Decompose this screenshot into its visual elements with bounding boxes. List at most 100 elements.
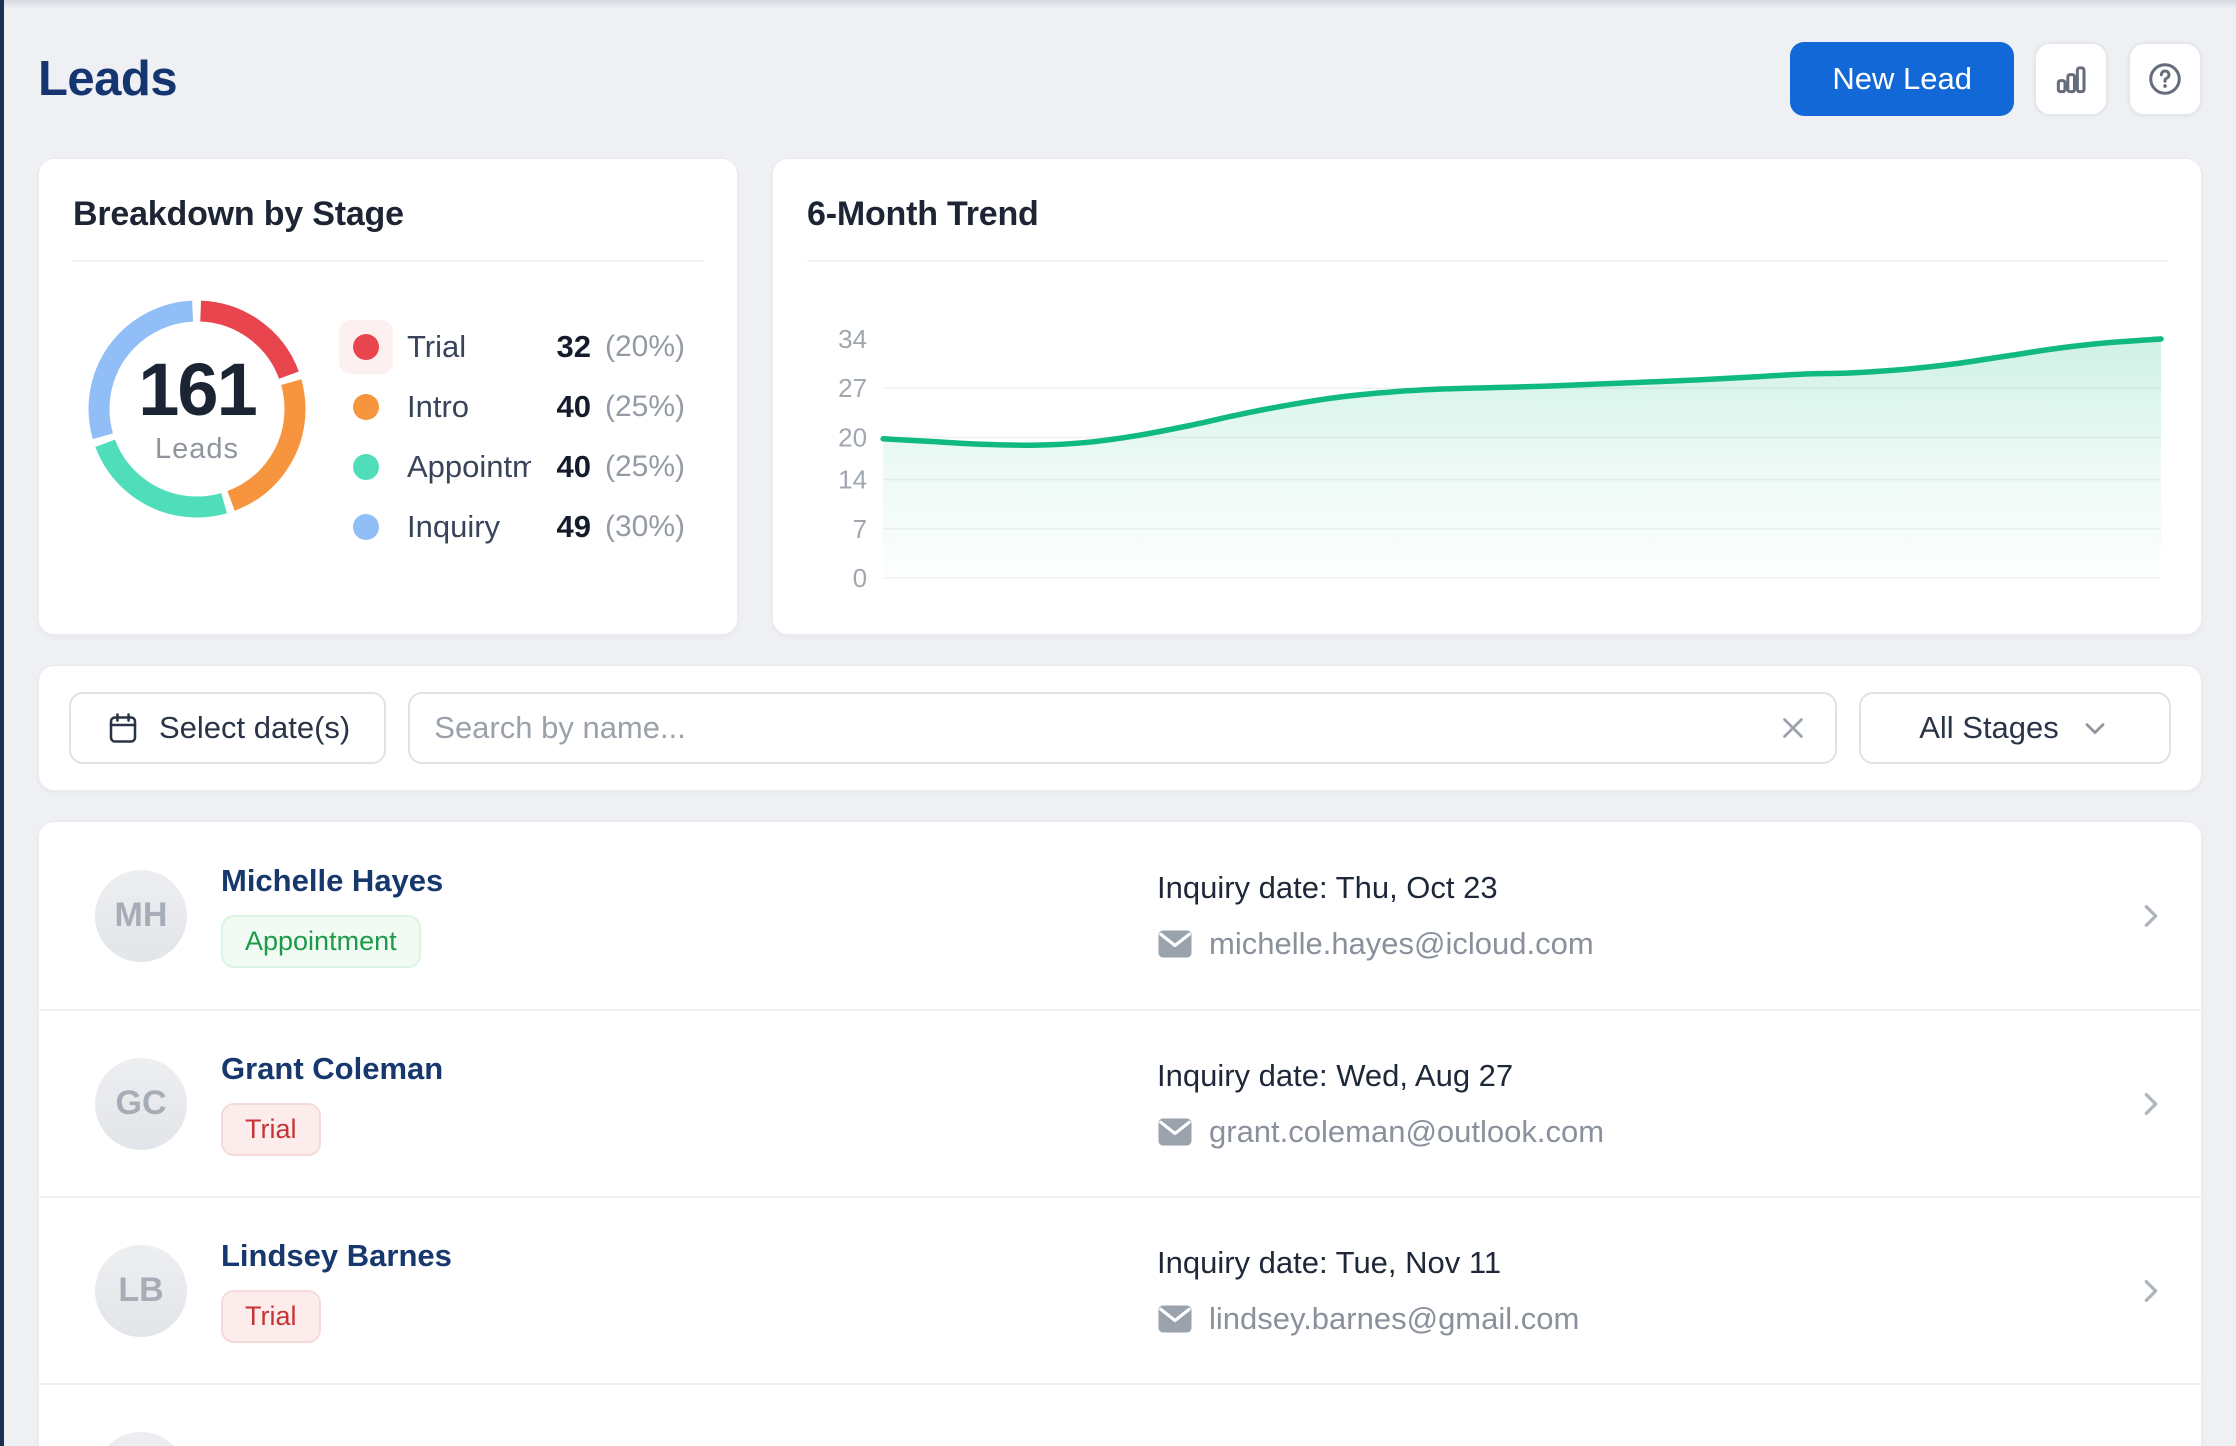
envelope-icon	[1157, 1304, 1193, 1334]
legend-swatch	[353, 394, 379, 420]
legend-item[interactable]: Inquiry 49 (30%)	[339, 497, 709, 557]
lead-meta: Inquiry date: Tue, Nov 11 lindsey.barnes…	[1157, 1245, 2117, 1337]
donut-center: 161 Leads	[77, 289, 317, 529]
y-tick-label: 27	[838, 373, 867, 403]
chevron-right-icon[interactable]	[2117, 1083, 2165, 1125]
new-lead-button[interactable]: New Lead	[1790, 42, 2014, 116]
leads-page: Leads New Lead	[0, 0, 2236, 1446]
trend-title: 6-Month Trend	[807, 195, 2167, 234]
y-tick-label: 20	[838, 422, 867, 452]
filter-bar: Select date(s) All Stages	[38, 665, 2202, 791]
lead-main: Lindsey Barnes Trial	[221, 1238, 1157, 1343]
leads-list: MH Michelle Hayes Appointment Inquiry da…	[38, 821, 2202, 1446]
breakdown-legend: Trial 32 (20%) Intro 40 (25%) Appointme.…	[339, 317, 709, 557]
legend-label: Appointme...	[407, 449, 531, 485]
avatar-initials: MH	[115, 896, 168, 935]
legend-count: 40	[531, 449, 591, 485]
chevron-right-icon[interactable]	[2117, 895, 2165, 937]
avatar-initials: LB	[118, 1271, 163, 1310]
lead-email: grant.coleman@outlook.com	[1209, 1114, 1604, 1150]
legend-swatch	[353, 334, 379, 360]
avatar: MP	[95, 1432, 187, 1446]
lead-name[interactable]: Lindsey Barnes	[221, 1238, 1157, 1274]
legend-label: Intro	[407, 389, 531, 425]
clear-search-button[interactable]	[1769, 704, 1817, 752]
lead-row[interactable]: GC Grant Coleman Trial Inquiry date: Wed…	[39, 1009, 2201, 1196]
y-tick-label: 7	[853, 514, 867, 544]
donut-total-label: Leads	[155, 433, 239, 466]
legend-count: 40	[531, 389, 591, 425]
legend-swatch	[353, 514, 379, 540]
legend-count: 32	[531, 329, 591, 365]
header-actions: New Lead	[1790, 42, 2202, 116]
legend-swatch-wrap	[339, 500, 393, 554]
summary-cards: Breakdown by Stage 161 Leads Trial 32 (2…	[38, 158, 2202, 635]
close-icon	[1776, 711, 1810, 745]
stage-badge: Appointment	[221, 915, 421, 968]
chart-view-button[interactable]	[2034, 42, 2108, 116]
lead-name[interactable]: Grant Coleman	[221, 1051, 1157, 1087]
help-button[interactable]	[2128, 42, 2202, 116]
legend-percent: (30%)	[605, 510, 709, 544]
lead-meta: Inquiry date: Wed, Aug 27 grant.coleman@…	[1157, 1058, 2117, 1150]
divider	[73, 260, 703, 262]
legend-label: Inquiry	[407, 509, 531, 545]
envelope-icon	[1157, 929, 1193, 959]
lead-email: michelle.hayes@icloud.com	[1209, 926, 1594, 962]
donut-total: 161	[138, 353, 255, 427]
lead-main: Grant Coleman Trial	[221, 1051, 1157, 1156]
stage-badge: Trial	[221, 1290, 321, 1343]
select-dates-label: Select date(s)	[159, 710, 350, 746]
email-row: grant.coleman@outlook.com	[1157, 1114, 2117, 1150]
search-box	[408, 692, 1837, 764]
divider	[807, 260, 2167, 262]
chevron-right-icon[interactable]	[2117, 1270, 2165, 1312]
trend-card-head: 6-Month Trend	[773, 159, 2201, 262]
lead-row[interactable]: MP Marcus Perry Inquiry date: Sun, Dec 0…	[39, 1383, 2201, 1446]
y-tick-label: 34	[838, 324, 867, 354]
lead-row[interactable]: MH Michelle Hayes Appointment Inquiry da…	[39, 822, 2201, 1009]
page-header: Leads New Lead	[38, 0, 2202, 116]
stage-badge: Trial	[221, 1103, 321, 1156]
breakdown-title: Breakdown by Stage	[73, 195, 703, 234]
trend-area-fill	[883, 339, 2161, 578]
inquiry-date: Inquiry date: Wed, Aug 27	[1157, 1058, 2117, 1094]
lead-name[interactable]: Michelle Hayes	[221, 863, 1157, 899]
breakdown-card-head: Breakdown by Stage	[39, 159, 737, 262]
lead-email: lindsey.barnes@gmail.com	[1209, 1301, 1579, 1337]
stage-filter-label: All Stages	[1919, 710, 2059, 746]
envelope-icon	[1157, 1117, 1193, 1147]
lead-main: Michelle Hayes Appointment	[221, 863, 1157, 968]
legend-percent: (25%)	[605, 450, 709, 484]
trend-svg: 0714202734	[793, 309, 2171, 609]
bar-chart-icon	[2052, 60, 2090, 98]
legend-count: 49	[531, 509, 591, 545]
email-row: lindsey.barnes@gmail.com	[1157, 1301, 2117, 1337]
select-dates-button[interactable]: Select date(s)	[69, 692, 386, 764]
chevron-down-icon	[2079, 712, 2111, 744]
six-month-trend-card: 6-Month Trend 0714202734	[772, 158, 2202, 635]
stage-filter-dropdown[interactable]: All Stages	[1859, 692, 2171, 764]
avatar: GC	[95, 1058, 187, 1150]
donut-chart: 161 Leads	[77, 289, 317, 529]
legend-swatch	[353, 454, 379, 480]
lead-meta: Inquiry date: Thu, Oct 23 michelle.hayes…	[1157, 870, 2117, 962]
legend-label: Trial	[407, 329, 531, 365]
legend-item[interactable]: Appointme... 40 (25%)	[339, 437, 709, 497]
legend-percent: (25%)	[605, 390, 709, 424]
inquiry-date: Inquiry date: Thu, Oct 23	[1157, 870, 2117, 906]
legend-item[interactable]: Intro 40 (25%)	[339, 377, 709, 437]
page-title: Leads	[38, 51, 177, 107]
legend-percent: (20%)	[605, 330, 709, 364]
inquiry-date: Inquiry date: Tue, Nov 11	[1157, 1245, 2117, 1281]
search-input[interactable]	[434, 710, 1769, 746]
help-icon	[2146, 60, 2184, 98]
avatar: MH	[95, 870, 187, 962]
legend-item[interactable]: Trial 32 (20%)	[339, 317, 709, 377]
breakdown-by-stage-card: Breakdown by Stage 161 Leads Trial 32 (2…	[38, 158, 738, 635]
avatar: LB	[95, 1245, 187, 1337]
lead-row[interactable]: LB Lindsey Barnes Trial Inquiry date: Tu…	[39, 1196, 2201, 1383]
trend-chart: 0714202734	[793, 309, 2171, 609]
calendar-icon	[105, 710, 141, 746]
legend-swatch-wrap	[339, 440, 393, 494]
